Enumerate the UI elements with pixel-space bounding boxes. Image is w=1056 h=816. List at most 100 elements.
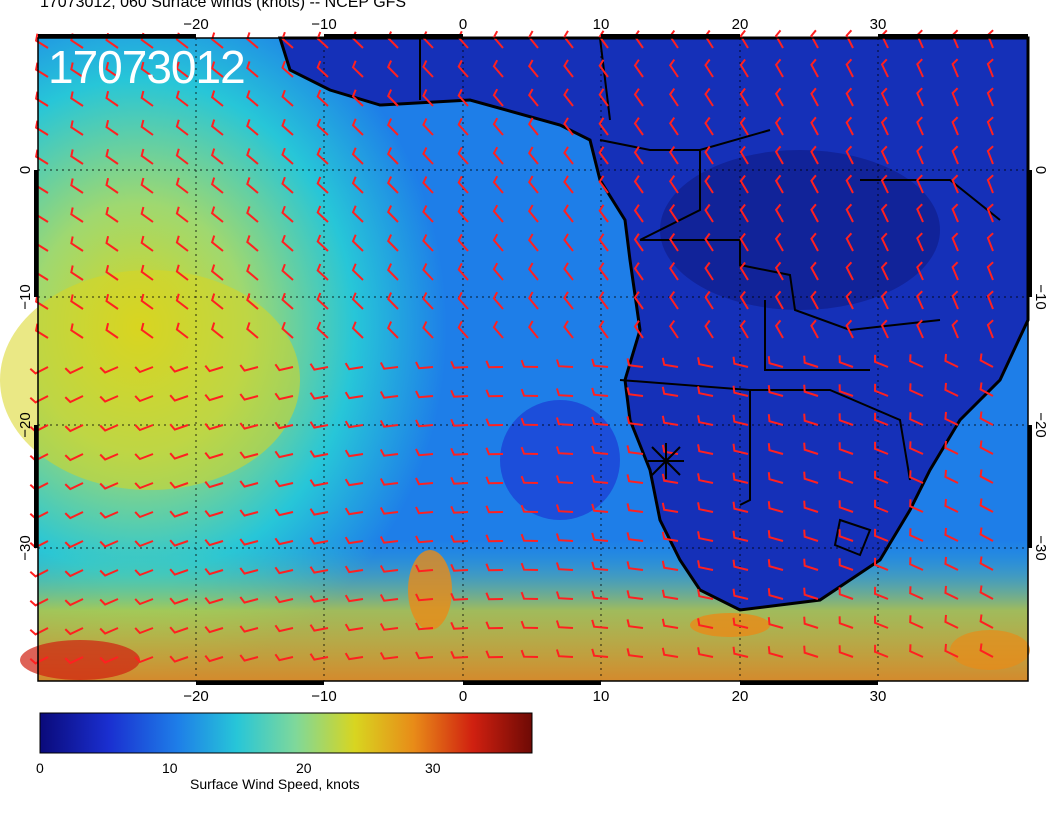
wind-barb <box>64 569 84 578</box>
wind-barb <box>986 203 994 223</box>
wind-barb <box>598 233 609 252</box>
wind-barb <box>344 362 364 371</box>
wind-barb <box>316 205 329 223</box>
wind-barb <box>803 384 819 397</box>
wind-barb <box>880 261 889 281</box>
wind-barb <box>204 654 224 663</box>
wind-barb <box>845 290 854 310</box>
wind-barb <box>105 322 119 339</box>
wind-barb <box>99 366 119 374</box>
wind-barb <box>64 656 84 665</box>
wind-barb <box>387 321 399 339</box>
wind-barb <box>29 395 49 404</box>
lat-label-left: −20 <box>17 412 34 437</box>
wind-barb <box>845 319 854 339</box>
wind-barb <box>309 479 329 487</box>
wind-barb <box>916 261 924 281</box>
wind-barb <box>134 482 154 490</box>
wind-barb <box>661 560 679 571</box>
wind-barb <box>880 319 889 339</box>
wind-barb <box>64 424 84 433</box>
wind-barb <box>527 291 539 310</box>
wind-barb <box>210 235 224 252</box>
wind-barb <box>563 59 574 78</box>
lon-label-top: 20 <box>732 16 749 33</box>
wind-barb <box>422 60 434 78</box>
graticule <box>38 38 1028 681</box>
wind-barb <box>944 382 959 397</box>
wind-barb <box>555 649 574 658</box>
wind-barb <box>527 175 539 194</box>
wind-barb <box>64 540 84 549</box>
wind-barb <box>880 58 889 78</box>
wind-barb <box>70 294 84 310</box>
wind-barb <box>379 420 399 428</box>
wind-barb <box>169 452 189 460</box>
wind-barb <box>239 596 259 604</box>
wind-barb <box>880 145 889 165</box>
wind-barb <box>457 291 469 310</box>
country-borders <box>419 37 1001 557</box>
wind-barb <box>169 510 189 518</box>
wind-barb <box>210 32 224 49</box>
wind-barb <box>175 119 189 136</box>
wind-barb <box>105 206 119 223</box>
wind-barb <box>134 569 154 577</box>
wind-barb <box>351 263 364 281</box>
wind-barb <box>239 625 259 633</box>
wind-barb <box>134 627 154 635</box>
wind-barb <box>732 385 749 397</box>
wind-barb <box>838 529 854 542</box>
wind-barb <box>838 471 854 484</box>
wind-barb <box>379 478 399 486</box>
lon-label-bottom: 30 <box>870 688 887 705</box>
wind-barb <box>845 116 854 136</box>
wind-barb <box>351 89 364 107</box>
wind-barb <box>210 177 224 194</box>
wind-barb <box>134 395 154 403</box>
wind-barb <box>274 595 294 604</box>
wind-barb <box>880 232 889 252</box>
wind-barb <box>140 90 154 107</box>
wind-barb <box>422 292 434 310</box>
wind-barb <box>316 176 329 194</box>
wind-barb <box>838 355 854 368</box>
wind-barb <box>422 205 434 223</box>
wind-barb <box>873 557 889 571</box>
wind-barb <box>944 353 959 368</box>
wind-barb <box>739 145 749 165</box>
wind-barb <box>450 534 469 543</box>
wind-barb <box>916 87 924 107</box>
wind-barb <box>281 118 294 136</box>
wind-barb <box>873 615 889 629</box>
wind-barb <box>140 264 154 281</box>
wind-barb <box>34 33 49 49</box>
wind-barb <box>485 505 504 514</box>
wind-barb <box>591 648 609 658</box>
wind-barb <box>633 117 644 136</box>
wind-barb <box>633 88 644 107</box>
wind-barb <box>351 321 364 339</box>
wind-barb <box>415 448 434 457</box>
wind-barb <box>697 415 714 426</box>
wind-barb <box>485 592 504 601</box>
wind-barb <box>767 443 784 455</box>
wind-barb <box>457 88 469 107</box>
wind-barb <box>916 116 924 136</box>
wind-barb <box>563 175 574 194</box>
wind-barb <box>204 393 224 402</box>
lat-label-right: 0 <box>1032 166 1049 174</box>
wind-barb <box>803 471 819 484</box>
wind-barb <box>626 532 644 542</box>
wind-barb <box>520 562 539 571</box>
wind-barb <box>845 203 854 223</box>
wind-barb <box>555 446 574 455</box>
wind-barb <box>204 538 224 547</box>
wind-barb <box>29 598 49 607</box>
wind-barb <box>951 290 959 310</box>
wind-barbs <box>29 29 994 665</box>
wind-barb <box>626 445 644 455</box>
wind-barb <box>563 262 574 281</box>
wind-barb <box>591 387 609 397</box>
wind-barb <box>739 319 749 339</box>
